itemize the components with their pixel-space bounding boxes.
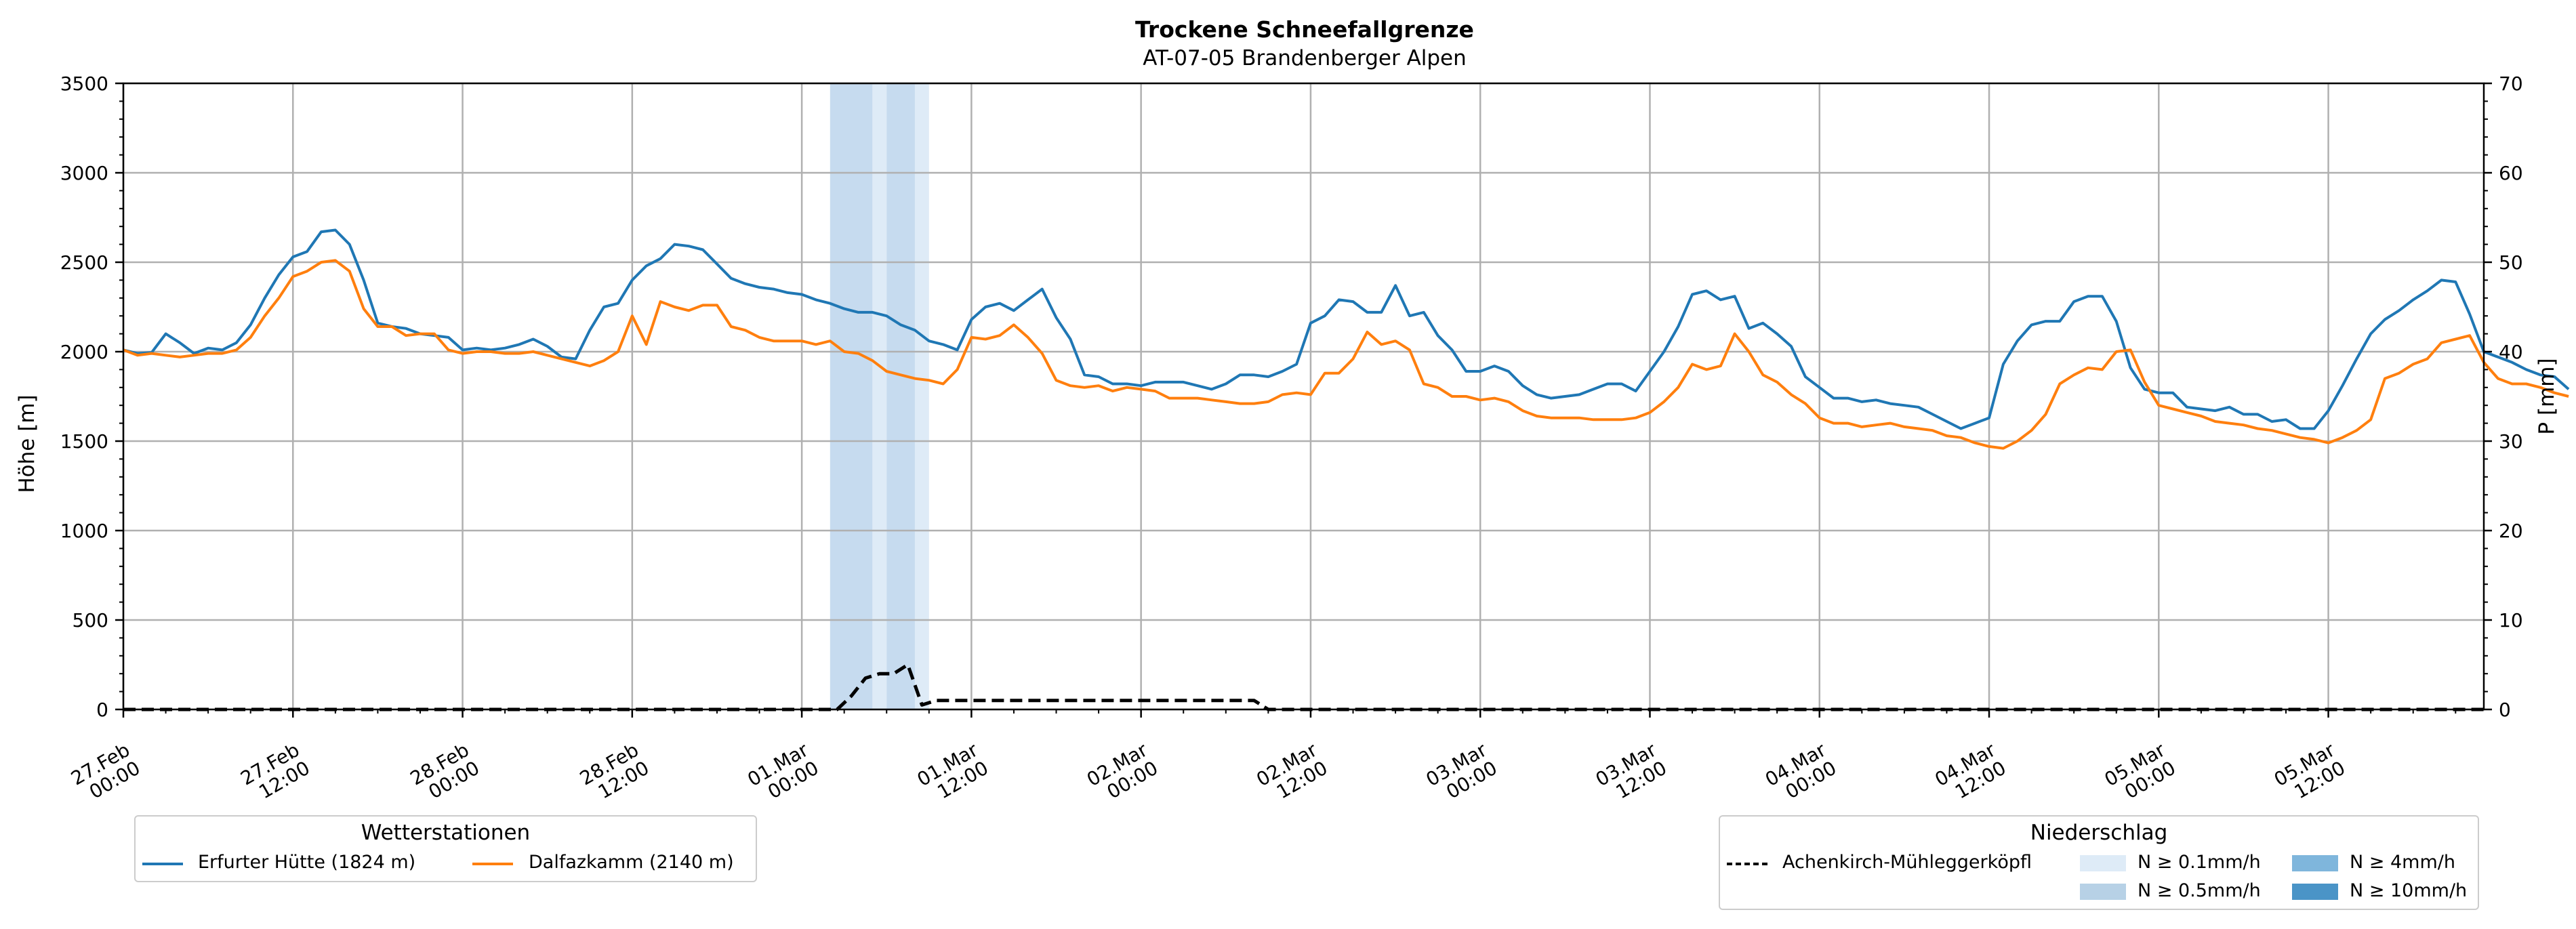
- y-tick-label-left: 500: [73, 609, 108, 632]
- x-tick-label: 01.Mar12:00: [914, 739, 993, 809]
- y-tick-label-right: 60: [2499, 162, 2523, 184]
- y-tick-label-left: 1000: [60, 520, 108, 542]
- legend-label-dalfazkamm: Dalfazkamm (2140 m): [529, 852, 734, 873]
- precip-band: [886, 83, 915, 709]
- x-tick-label: 04.Mar00:00: [1761, 739, 1841, 809]
- legend-label-n10: N ≥ 10mm/h: [2350, 880, 2468, 901]
- legend-swatch-dalfazkamm: [472, 863, 513, 865]
- y-tick-label-right: 30: [2499, 430, 2523, 453]
- x-tick-label: 04.Mar12:00: [1931, 739, 2010, 809]
- legend-precip: Niederschlag Achenkirch-Mühleggerköpfl N…: [1719, 815, 2479, 910]
- y-tick-label-left: 0: [96, 699, 108, 721]
- precip-band: [830, 83, 873, 709]
- legend-label-n05: N ≥ 0.5mm/h: [2138, 880, 2261, 901]
- y-tick-label-right: 70: [2499, 73, 2523, 95]
- y-axis-right-label: P [mm]: [2535, 358, 2559, 434]
- y-tick-label-right: 20: [2499, 520, 2523, 542]
- legend-swatch-n4: [2292, 855, 2338, 871]
- series-line-3: [123, 663, 2484, 711]
- x-tick-label: 03.Mar00:00: [1422, 739, 1501, 809]
- legend-stations: Wetterstationen Erfurter Hütte (1824 m) …: [134, 815, 757, 882]
- x-tick-label: 02.Mar12:00: [1252, 739, 1332, 809]
- y-tick-label-right: 40: [2499, 341, 2523, 363]
- y-tick-label-left: 3500: [60, 73, 108, 95]
- legend-swatch-n01: [2080, 855, 2126, 871]
- x-tick-label: 05.Mar00:00: [2101, 739, 2180, 809]
- legend-swatch-n05: [2080, 884, 2126, 900]
- x-tick-label: 05.Mar12:00: [2270, 739, 2350, 809]
- legend-label-erfurter: Erfurter Hütte (1824 m): [198, 852, 416, 873]
- x-tick-label: 27.Feb12:00: [237, 739, 313, 808]
- legend-label-precip-station: Achenkirch-Mühleggerköpfl: [1782, 852, 2032, 873]
- legend-swatch-erfurter: [142, 863, 183, 865]
- legend-stations-title: Wetterstationen: [361, 821, 531, 845]
- y-tick-label-left: 2500: [60, 251, 108, 274]
- x-tick-label: 27.Feb00:00: [67, 739, 144, 808]
- chart-subtitle: AT-07-05 Brandenberger Alpen: [1143, 46, 1467, 70]
- x-tick-label: 28.Feb12:00: [576, 739, 653, 808]
- precip-band: [872, 83, 887, 709]
- y-tick-label-right: 0: [2499, 699, 2511, 721]
- precip-band: [914, 83, 929, 709]
- series-line-2: [123, 259, 2569, 450]
- y-tick-label-right: 10: [2499, 609, 2523, 632]
- legend-precip-title: Niederschlag: [2030, 821, 2168, 845]
- plot-frame: [122, 82, 2485, 711]
- y-tick-label-right: 50: [2499, 251, 2523, 274]
- y-axis-left-label: Höhe [m]: [15, 394, 39, 493]
- legend-label-n01: N ≥ 0.1mm/h: [2138, 852, 2261, 873]
- series-line-1: [123, 228, 2570, 430]
- legend-swatch-precip-station: [1727, 863, 1767, 865]
- y-tick-label-left: 3000: [60, 162, 108, 184]
- legend-swatch-n10: [2292, 884, 2338, 900]
- x-tick-label: 03.Mar12:00: [1592, 739, 1671, 809]
- y-tick-label-left: 1500: [60, 430, 108, 453]
- y-tick-label-left: 2000: [60, 341, 108, 363]
- x-tick-label: 01.Mar00:00: [743, 739, 823, 809]
- x-tick-label: 28.Feb00:00: [407, 739, 483, 808]
- chart-title: Trockene Schneefallgrenze: [1135, 16, 1474, 43]
- x-tick-label: 02.Mar00:00: [1083, 739, 1162, 809]
- legend-label-n4: N ≥ 4mm/h: [2350, 852, 2455, 873]
